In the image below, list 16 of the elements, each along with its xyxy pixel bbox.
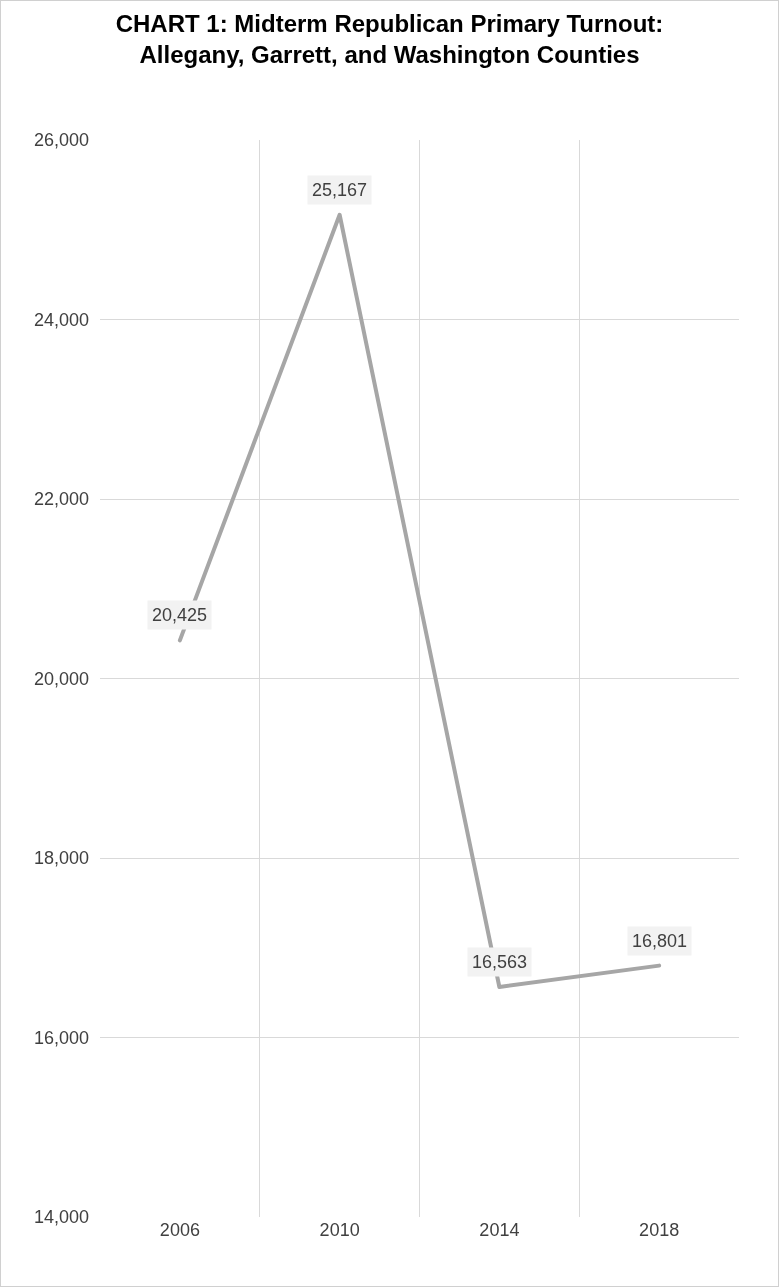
text: 20,425 [152,605,208,625]
text: 16,563 [472,952,528,972]
x-tick-label: 2018 [639,1220,680,1240]
y-tick-label: 14,000 [33,1207,89,1228]
y-tick-label: 22,000 [33,489,89,510]
text: 16,801 [632,931,688,951]
text: 25,167 [312,180,368,200]
chart-title: CHART 1: Midterm Republican Primary Turnout: Allegany, Garrett, and Washington Counties [115,10,664,69]
x-tick-label: 2006 [159,1220,200,1240]
y-tick-label: 18,000 [33,848,89,869]
x-tick-label: 2014 [479,1220,520,1240]
y-tick-label: 20,000 [33,668,89,689]
y-tick-label: 24,000 [33,309,89,330]
y-tick-label: 16,000 [33,1027,89,1048]
x-tick-label: 2010 [319,1220,360,1240]
y-tick-label: 26,000 [33,130,89,151]
